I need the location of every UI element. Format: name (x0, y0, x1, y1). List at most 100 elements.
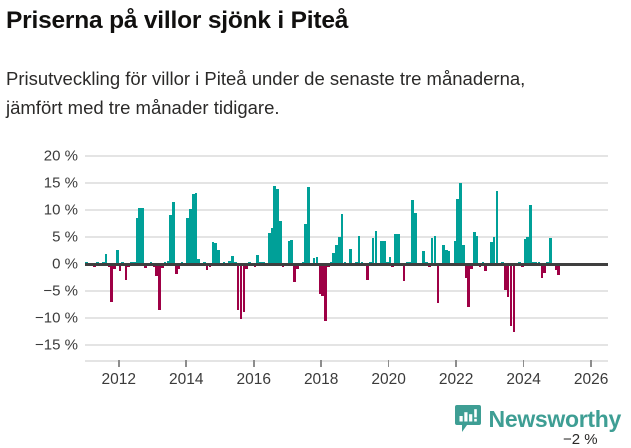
bar (155, 264, 158, 276)
bar (307, 187, 310, 264)
gridline (85, 290, 608, 292)
y-axis-tick-label: 10 % (43, 201, 78, 219)
bar (529, 204, 533, 264)
x-axis-tick (455, 360, 457, 367)
bar (318, 264, 322, 294)
bar (152, 264, 156, 268)
bar (464, 264, 468, 278)
bar (256, 255, 260, 264)
bar (172, 201, 175, 264)
bar (335, 244, 338, 264)
bar (402, 264, 406, 282)
bar (332, 253, 335, 264)
bar (512, 264, 516, 332)
bar (290, 240, 293, 264)
bar (293, 264, 296, 283)
bar (467, 264, 470, 308)
y-axis-tick-label: −5 % (43, 282, 78, 300)
bar (357, 235, 361, 264)
bar (177, 264, 181, 270)
bar (279, 220, 282, 264)
y-axis-tick-label: −15 % (35, 336, 78, 354)
bar (231, 256, 234, 264)
gridline (85, 209, 608, 211)
x-axis-tick (590, 360, 592, 367)
bar (169, 215, 172, 264)
bar (192, 193, 195, 264)
bar (475, 236, 479, 264)
x-axis-tick (185, 360, 188, 367)
newsworthy-logo[interactable]: Newsworthy (454, 404, 622, 434)
y-axis-tick-label: 15 % (43, 174, 78, 192)
chart-axes: 2012 2014 2016 2018 2020 2022 2024 2026 (0, 145, 631, 395)
bar (321, 264, 324, 297)
bar (470, 264, 473, 270)
bar (104, 254, 108, 264)
x-axis-tick-label: 2024 (506, 371, 541, 388)
bar (397, 234, 400, 264)
bar (197, 258, 200, 264)
x-axis-tick-label: 2016 (236, 371, 271, 388)
chart-page: Priserna på villor sjönk i Piteå Prisutv… (0, 7, 631, 448)
bar (113, 264, 116, 270)
bar (504, 264, 507, 290)
x-axis-tick-label: 2014 (168, 371, 204, 388)
bar (138, 208, 141, 264)
bar (433, 235, 437, 264)
bar (107, 264, 111, 268)
bar (141, 207, 144, 264)
bar (554, 264, 558, 271)
bar (340, 214, 344, 264)
bar (371, 238, 375, 264)
bar (326, 264, 330, 268)
page-title: Priserna på villor sjönk i Piteå (6, 7, 349, 34)
y-axis-tick-label: 20 % (43, 147, 78, 165)
x-axis-tick (387, 360, 390, 367)
speech-bubble-bar-chart-icon (454, 405, 481, 432)
bar-series (0, 145, 631, 395)
bar (295, 264, 299, 270)
bar (523, 238, 527, 264)
x-axis-tick-label: 2012 (101, 371, 136, 388)
bar (110, 264, 113, 302)
bar (509, 264, 513, 327)
bar (323, 264, 327, 321)
chart-plot-area: 20 % 15 % 10 % 5 % 0 % −5 % −10 % −15 % 2012 201… (0, 145, 631, 448)
bar (456, 199, 459, 264)
bar (447, 250, 451, 264)
bar (205, 264, 209, 271)
bar (211, 242, 215, 264)
bar (445, 249, 448, 264)
x-axis-tick (320, 360, 322, 367)
bar (315, 256, 319, 264)
bar (239, 264, 243, 320)
bar (338, 237, 341, 264)
bar (287, 240, 291, 264)
bar (374, 230, 378, 264)
bar (349, 248, 352, 264)
bar (461, 245, 465, 264)
bar (442, 244, 445, 264)
bar (214, 243, 217, 264)
bar (366, 264, 369, 281)
bar (118, 264, 122, 272)
logo-wordmark: Newsworthy (488, 405, 622, 432)
bar (245, 264, 248, 270)
bar (394, 233, 398, 264)
bar (391, 264, 395, 268)
bar (242, 264, 246, 312)
bar (458, 183, 462, 264)
zero-line (85, 262, 608, 266)
chart-subtitle: Prisutveckling för villor i Piteå under … (6, 68, 526, 118)
bar (304, 224, 307, 264)
gridline (85, 344, 608, 346)
x-axis-tick-label: 2020 (371, 371, 406, 388)
x-axis-tick (522, 360, 525, 367)
y-axis-tick-label: −10 % (35, 309, 78, 327)
bar (124, 264, 128, 281)
bar (506, 264, 510, 298)
x-axis-tick-label: 2026 (573, 371, 609, 388)
bar (492, 237, 496, 264)
bar (382, 241, 386, 264)
y-axis-tick-label: 0 % (52, 255, 78, 273)
